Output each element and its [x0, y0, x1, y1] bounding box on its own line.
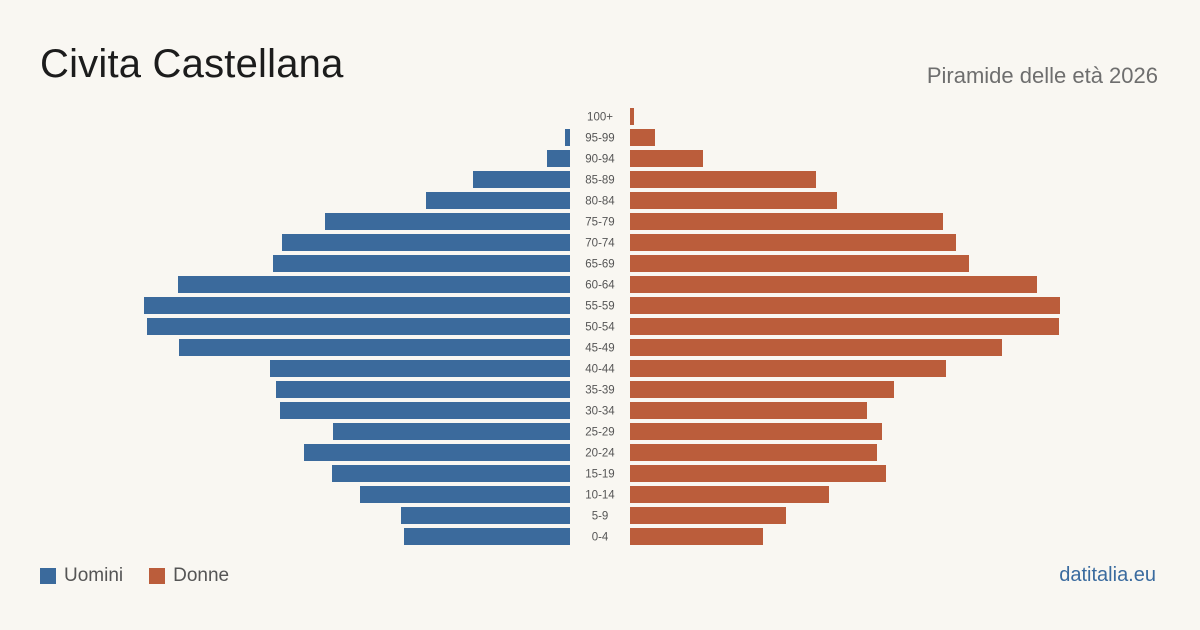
bar-male-85-89 [473, 171, 570, 188]
bar-female-25-29 [630, 423, 882, 440]
legend-swatch-male [40, 568, 56, 584]
bar-female-95-99 [630, 129, 655, 146]
bar-female-90-94 [630, 150, 703, 167]
age-label-10-14: 10-14 [585, 490, 615, 502]
bar-male-65-69 [273, 255, 570, 272]
age-label-70-74: 70-74 [585, 238, 615, 250]
bar-male-5-9 [401, 507, 570, 524]
bar-female-0-4 [630, 528, 763, 545]
bar-male-35-39 [276, 381, 570, 398]
bar-female-45-49 [630, 339, 1002, 356]
bar-female-100plus [630, 108, 634, 125]
age-label-75-79: 75-79 [585, 217, 614, 229]
bar-male-40-44 [270, 360, 570, 377]
bar-male-95-99 [565, 129, 570, 146]
age-label-40-44: 40-44 [585, 364, 615, 376]
bar-female-15-19 [630, 465, 886, 482]
bar-female-80-84 [630, 192, 837, 209]
bar-male-60-64 [178, 276, 570, 293]
bar-male-55-59 [144, 297, 570, 314]
age-label-0-4: 0-4 [592, 532, 609, 544]
age-label-15-19: 15-19 [585, 469, 614, 481]
bar-female-75-79 [630, 213, 943, 230]
bar-male-80-84 [426, 192, 570, 209]
age-label-80-84: 80-84 [585, 196, 615, 208]
bar-male-20-24 [304, 444, 570, 461]
bar-male-30-34 [280, 402, 570, 419]
age-label-100plus: 100+ [587, 112, 613, 124]
age-label-85-89: 85-89 [585, 175, 614, 187]
bar-female-50-54 [630, 318, 1059, 335]
bar-male-0-4 [404, 528, 570, 545]
age-label-5-9: 5-9 [592, 511, 609, 523]
bar-female-85-89 [630, 171, 816, 188]
chart-subtitle: Piramide delle età 2026 [926, 63, 1158, 88]
age-label-35-39: 35-39 [585, 385, 614, 397]
bar-female-55-59 [630, 297, 1060, 314]
age-label-50-54: 50-54 [585, 322, 615, 334]
source-link[interactable]: datitalia.eu [1059, 564, 1156, 586]
bar-male-90-94 [547, 150, 570, 167]
bar-male-50-54 [147, 318, 570, 335]
legend-label-male: Uomini [64, 565, 124, 586]
age-label-95-99: 95-99 [585, 133, 614, 145]
legend-label-female: Donne [173, 565, 230, 586]
bar-male-10-14 [360, 486, 570, 503]
bar-female-30-34 [630, 402, 867, 419]
bar-female-35-39 [630, 381, 894, 398]
chart-title: Civita Castellana [40, 42, 344, 86]
legend: Uomini Donne [40, 565, 255, 587]
bar-male-15-19 [332, 465, 570, 482]
legend-item-male: Uomini [40, 565, 123, 587]
bar-female-70-74 [630, 234, 956, 251]
age-label-55-59: 55-59 [585, 301, 614, 313]
bar-male-25-29 [333, 423, 570, 440]
age-label-65-69: 65-69 [585, 259, 614, 271]
age-label-45-49: 45-49 [585, 343, 614, 355]
legend-item-female: Donne [149, 565, 229, 587]
bar-female-65-69 [630, 255, 969, 272]
age-label-30-34: 30-34 [585, 406, 615, 418]
bar-male-45-49 [179, 339, 570, 356]
bar-female-10-14 [630, 486, 829, 503]
bar-male-70-74 [282, 234, 570, 251]
bar-female-40-44 [630, 360, 946, 377]
bar-female-5-9 [630, 507, 786, 524]
age-label-25-29: 25-29 [585, 427, 614, 439]
bar-female-20-24 [630, 444, 877, 461]
bar-female-60-64 [630, 276, 1037, 293]
age-label-90-94: 90-94 [585, 154, 615, 166]
bar-male-75-79 [325, 213, 570, 230]
age-label-20-24: 20-24 [585, 448, 615, 460]
age-label-60-64: 60-64 [585, 280, 615, 292]
legend-swatch-female [149, 568, 166, 584]
